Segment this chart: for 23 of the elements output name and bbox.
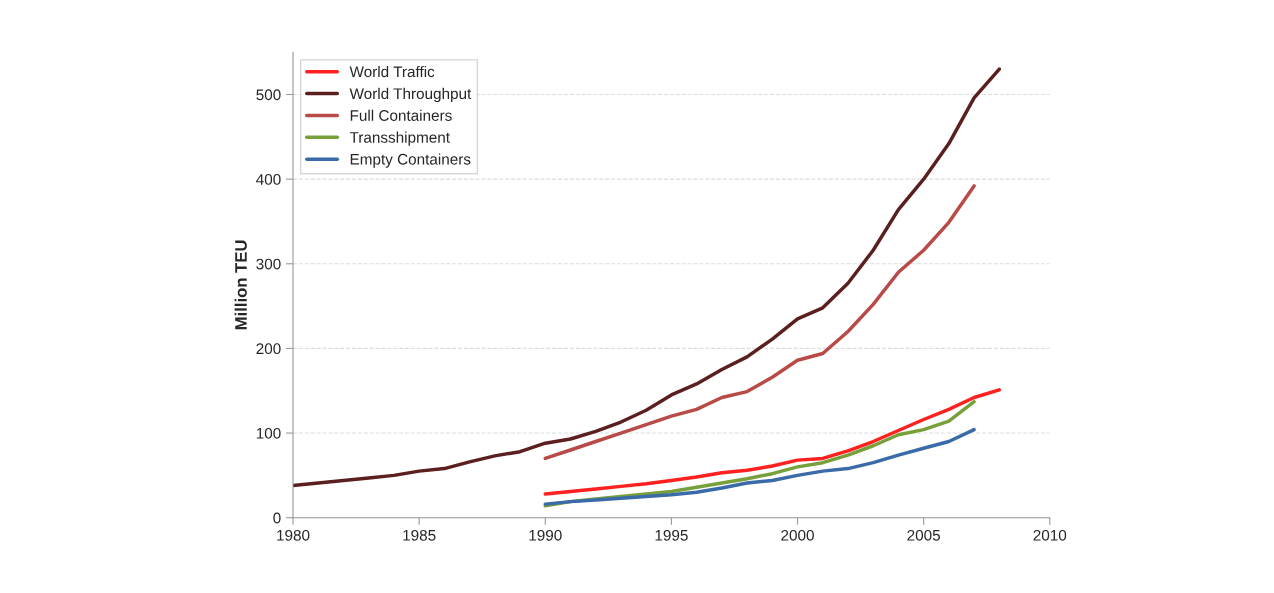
line-series — [543, 388, 1002, 496]
y-tick-label: 100 — [256, 427, 281, 439]
x-tick-label: 2005 — [907, 529, 940, 541]
x-tick-label: 1995 — [655, 529, 688, 541]
line-series — [293, 67, 1002, 488]
x-tick-label: 1980 — [277, 529, 310, 541]
x-tick-label: 1985 — [403, 529, 436, 541]
legend-label: World Throughput — [349, 87, 472, 103]
x-tick-label: 1990 — [529, 529, 562, 541]
y-axis-title: Million TEU — [234, 240, 247, 330]
legend-label: Empty Containers — [350, 153, 471, 168]
legend-label: World Traffic — [349, 65, 435, 78]
x-tick-label: 2000 — [781, 529, 814, 541]
y-tick-label: 300 — [256, 258, 281, 270]
x-tick-label: 2010 — [1033, 529, 1067, 541]
line-series — [543, 427, 976, 506]
y-tick-label: 500 — [256, 89, 281, 101]
y-tick-label: 200 — [256, 343, 281, 355]
line-series — [543, 184, 976, 461]
legend-label: Full Containers — [350, 109, 452, 121]
y-tick-label: 0 — [273, 512, 281, 524]
legend-label: Transshipment — [349, 131, 450, 146]
y-tick-label: 400 — [256, 174, 281, 185]
